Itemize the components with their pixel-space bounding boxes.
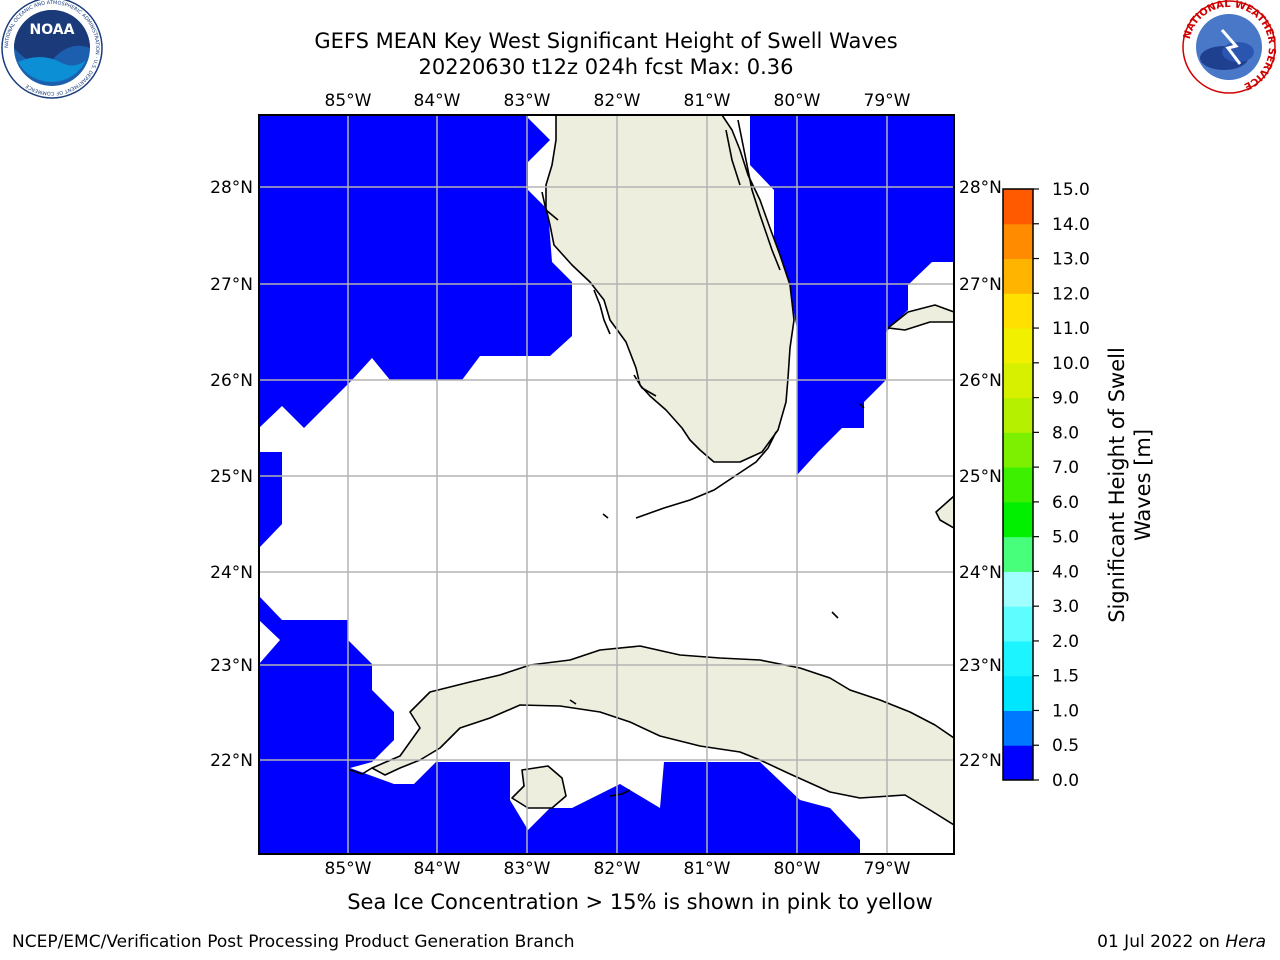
lon-tick-labels: 85°W 84°W 83°W 82°W 81°W 80°W 79°W 85°W … (325, 91, 911, 879)
isle-of-youth-landmass (511, 765, 567, 809)
colorbar-tick-label: 7.0 (1052, 458, 1079, 478)
colorbar-band (1003, 432, 1033, 468)
footer-credit: NCEP/EMC/Verification Post Processing Pr… (12, 932, 575, 952)
lon-tick-top: 82°W (594, 91, 641, 111)
map-frame (258, 114, 955, 855)
colorbar-frame (1002, 188, 1034, 781)
map-title: GEFS MEAN Key West Significant Height of… (314, 29, 898, 53)
colorbar-bands (1003, 189, 1033, 781)
colorbar-tick-label: 1.0 (1052, 701, 1079, 721)
colorbar-band (1003, 362, 1033, 399)
lon-tick-bottom: 82°W (594, 859, 641, 879)
lat-tick-right: 28°N (959, 178, 1002, 198)
lat-tick-left: 25°N (210, 467, 253, 487)
colorbar-band (1003, 189, 1033, 225)
bahamas-island-2 (935, 495, 954, 529)
colorbar-tick-label: 0.5 (1052, 736, 1079, 756)
colorbar-tick-label: 10.0 (1052, 354, 1090, 374)
footer-date: 01 Jul 2022 on Hera (1097, 932, 1266, 952)
sea-ice-caption: Sea Ice Concentration > 15% is shown in … (347, 890, 933, 914)
lat-tick-left: 27°N (210, 275, 253, 295)
colorbar-tick-label: 14.0 (1052, 215, 1090, 235)
colorbar-band (1003, 258, 1033, 294)
swell-field (259, 115, 954, 854)
florida-landmass (545, 115, 795, 463)
colorbar-label: Significant Height of Swell Waves [m] (1105, 347, 1155, 623)
colorbar-label-line1: Significant Height of Swell (1105, 347, 1129, 623)
map-panel (259, 115, 954, 854)
colorbar-band (1003, 397, 1033, 433)
lat-tick-left: 24°N (210, 563, 253, 583)
lon-tick-bottom: 80°W (774, 859, 821, 879)
colorbar-label-line2: Waves [m] (1131, 429, 1155, 541)
coastline-details (349, 119, 865, 797)
colorbar-tick-label: 2.0 (1052, 632, 1079, 652)
lon-tick-top: 81°W (684, 91, 731, 111)
graticule (259, 115, 954, 854)
colorbar-tick-label: 0.0 (1052, 771, 1079, 791)
colorbar-tick-label: 4.0 (1052, 562, 1079, 582)
colorbar-tick-label: 5.0 (1052, 528, 1079, 548)
colorbar-band (1003, 223, 1033, 260)
lat-tick-left: 26°N (210, 371, 253, 391)
lat-tick-right: 22°N (959, 751, 1002, 771)
colorbar-tick-label: 8.0 (1052, 423, 1079, 443)
colorbar-band (1003, 606, 1033, 642)
colorbar-tick-label: 11.0 (1052, 319, 1090, 339)
colorbar-ticks: 15.0 14.0 13.0 12.0 11.0 10.0 9.0 8.0 7.0 6.0 5.0 4… (1033, 180, 1090, 791)
colorbar-tick-label: 12.0 (1052, 284, 1090, 304)
colorbar-band (1003, 675, 1033, 711)
lon-tick-top: 83°W (504, 91, 551, 111)
lat-tick-left: 28°N (210, 178, 253, 198)
lon-tick-top: 85°W (325, 91, 372, 111)
lon-tick-bottom: 79°W (864, 859, 911, 879)
lon-tick-bottom: 85°W (325, 859, 372, 879)
colorbar-band (1003, 328, 1033, 364)
land-masses (371, 115, 954, 826)
lat-tick-right: 27°N (959, 275, 1002, 295)
lat-tick-right: 24°N (959, 563, 1002, 583)
colorbar-band (1003, 571, 1033, 607)
cuba-landmass (371, 645, 954, 826)
colorbar-band (1003, 501, 1033, 538)
lat-tick-right: 25°N (959, 467, 1002, 487)
lat-tick-left: 22°N (210, 751, 253, 771)
nws-logo: NATIONAL WEATHER SERVICE (1182, 0, 1277, 94)
colorbar-tick-label: 15.0 (1052, 180, 1090, 200)
lon-tick-bottom: 84°W (414, 859, 461, 879)
lat-tick-right: 23°N (959, 656, 1002, 676)
colorbar-band (1003, 467, 1033, 503)
colorbar-band (1003, 745, 1033, 781)
footer-date-text: 01 Jul 2022 on (1097, 932, 1220, 952)
lat-tick-labels: 28°N 27°N 26°N 25°N 24°N 23°N 22°N 28°N … (210, 178, 1002, 771)
colorbar-tick-label: 1.5 (1052, 667, 1079, 687)
noaa-logo: NOAA NATIONAL OCEANIC AND ATMOSPHERIC AD… (1, 0, 103, 99)
colorbar-band (1003, 293, 1033, 329)
lon-tick-top: 80°W (774, 91, 821, 111)
colorbar-band (1003, 536, 1033, 572)
colorbar-tick-label: 6.0 (1052, 493, 1079, 513)
colorbar-band (1003, 710, 1033, 746)
colorbar-tick-label: 9.0 (1052, 389, 1079, 409)
colorbar-band (1003, 640, 1033, 677)
lon-tick-bottom: 81°W (684, 859, 731, 879)
lon-tick-top: 79°W (864, 91, 911, 111)
map-subtitle: 20220630 t12z 024h fcst Max: 0.36 (418, 55, 794, 79)
footer-host: Hera (1225, 932, 1266, 952)
lon-tick-bottom: 83°W (504, 859, 551, 879)
noaa-logo-text: NOAA (30, 22, 75, 38)
lon-tick-top: 84°W (414, 91, 461, 111)
colorbar-tick-label: 13.0 (1052, 250, 1090, 270)
lat-tick-right: 26°N (959, 371, 1002, 391)
colorbar-tick-label: 3.0 (1052, 597, 1079, 617)
bahamas-island-1 (887, 304, 954, 331)
lat-tick-left: 23°N (210, 656, 253, 676)
